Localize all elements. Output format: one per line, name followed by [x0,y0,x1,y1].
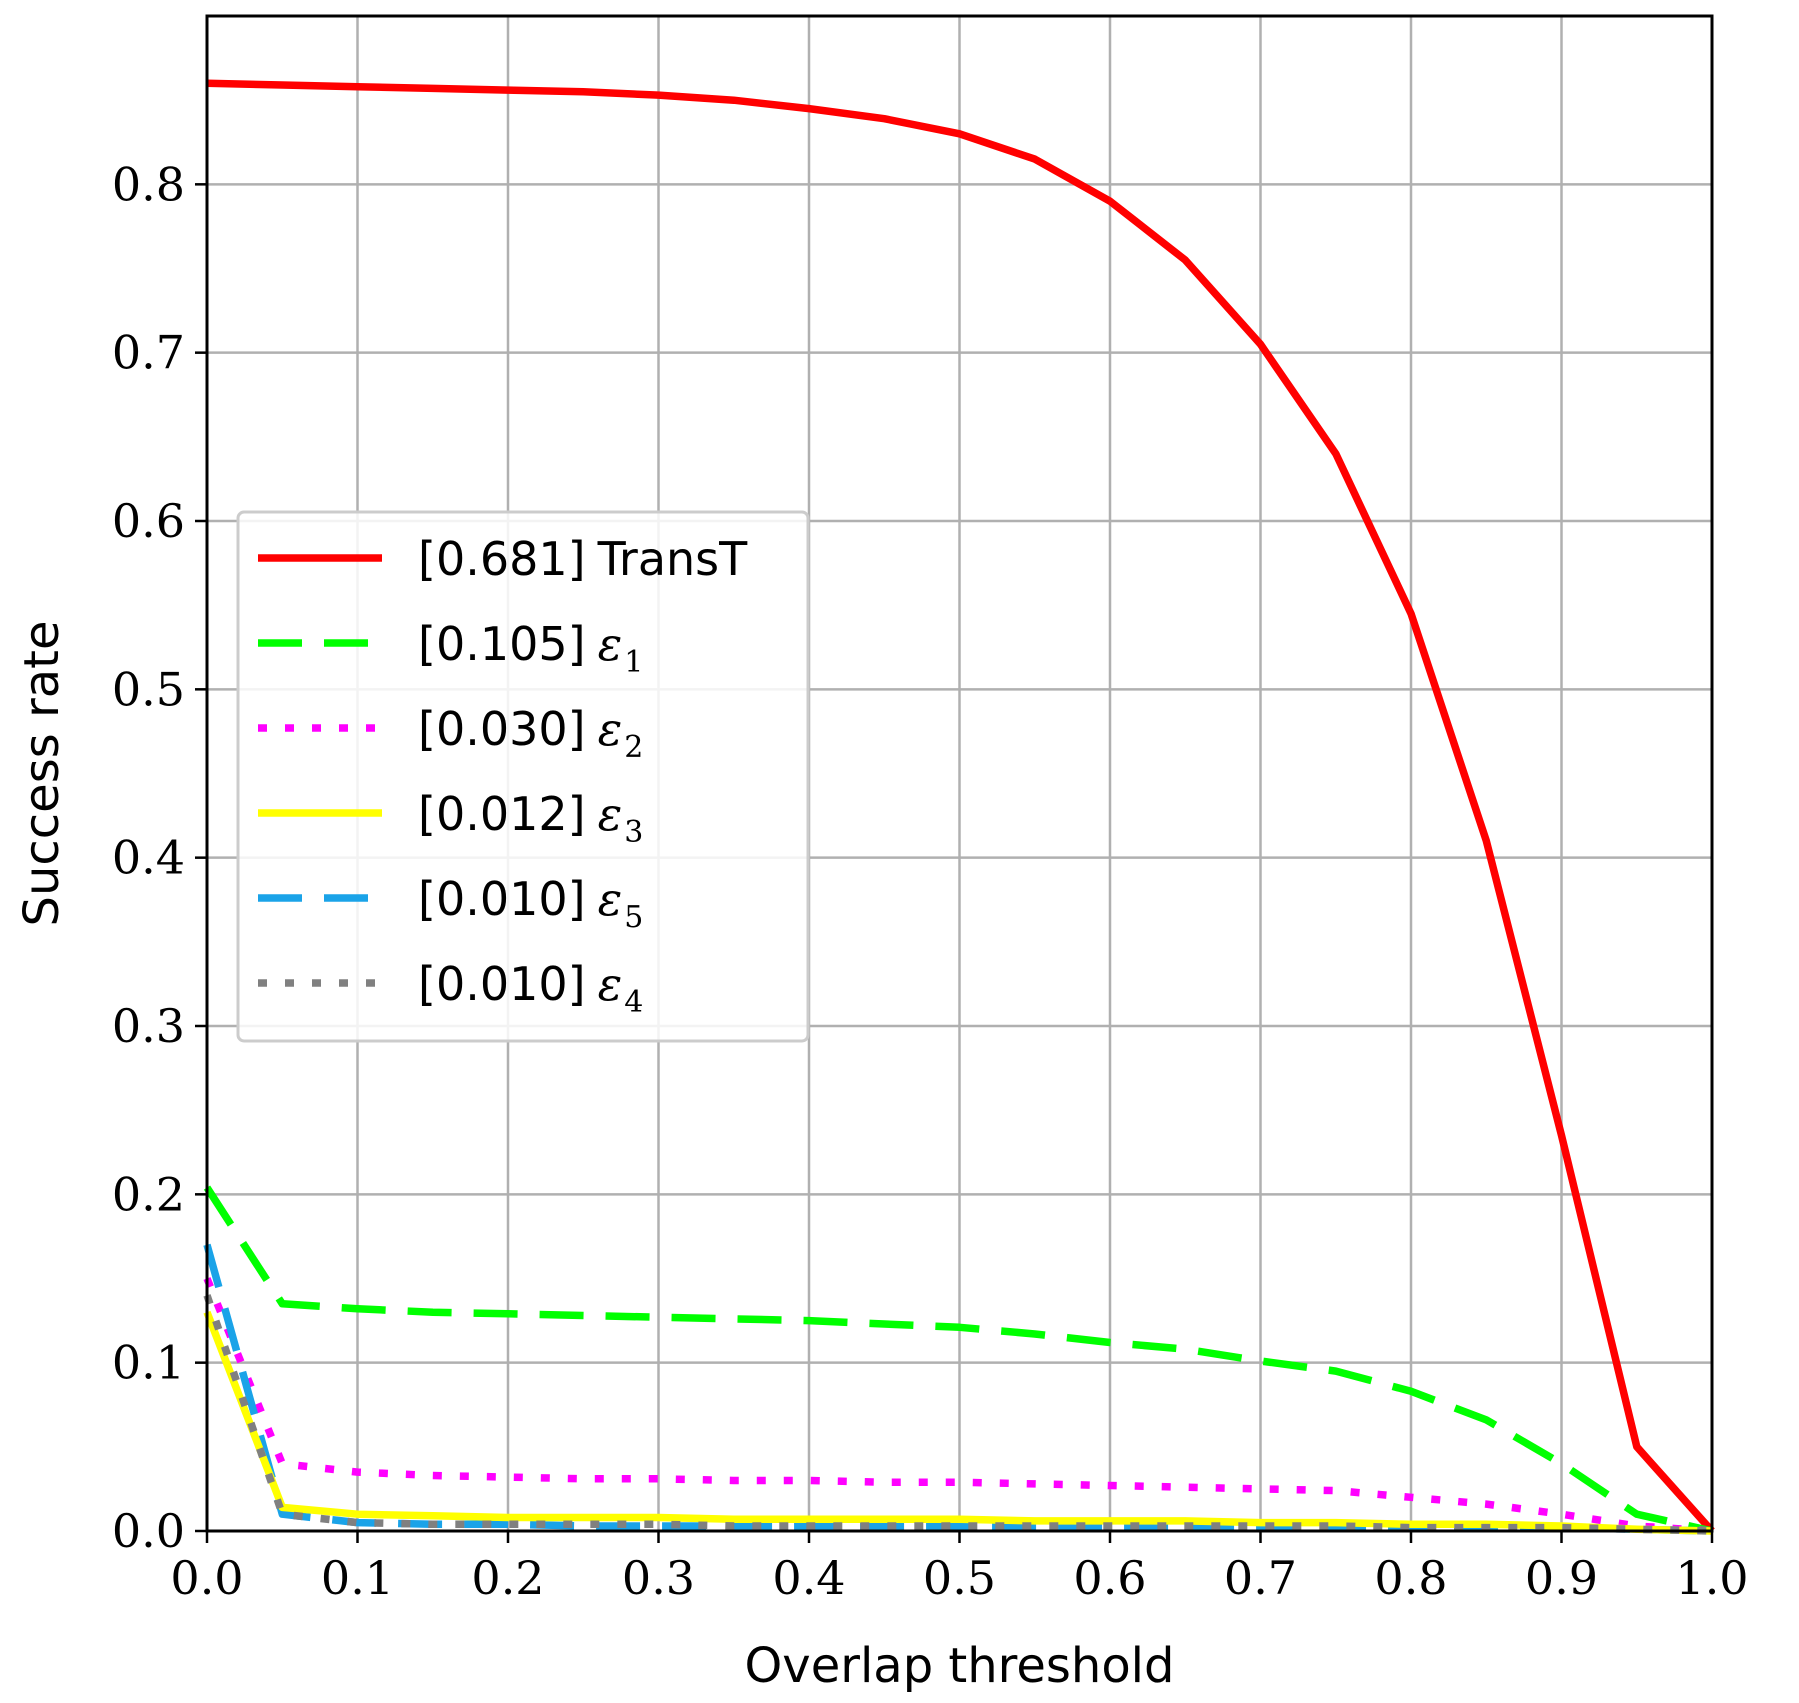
y-axis-ticks: 0.0 0.1 0.2 0.3 0.4 0.5 0.6 0.7 0.8 [112,157,207,1558]
legend-name: ε [598,702,623,756]
y-tick-label: 0.5 [112,662,185,716]
x-tick-label: 0.5 [923,1551,996,1605]
y-tick-label: 0.7 [112,326,185,380]
series-line-3 [203,1277,1713,1535]
legend-value: [0.010] [418,872,586,926]
y-tick-label: 0.1 [112,1336,185,1390]
legend-name: ε [598,617,623,671]
x-tick-label: 0.6 [1073,1551,1146,1605]
y-tick-label: 0.0 [112,1504,185,1558]
legend-label-1: [0.681] TransT [418,532,748,586]
y-tick-label: 0.6 [112,494,185,548]
legend-name: ε [598,872,623,926]
x-tick-label: 0.8 [1374,1551,1447,1605]
legend-name: TransT [597,532,749,586]
legend-label-2: [0.105] ε1 [418,617,643,680]
y-tick-label: 0.8 [112,157,185,211]
series-line-1 [206,79,1715,1534]
legend-label-5: [0.010] ε5 [418,872,643,935]
y-tick-label: 0.4 [112,831,185,885]
x-tick-label: 1.0 [1675,1551,1748,1605]
x-tick-label: 0.9 [1525,1551,1598,1605]
x-axis-ticks: 0.0 0.1 0.2 0.3 0.4 0.5 0.6 0.7 0.8 0.9 1.0 [170,1531,1749,1605]
legend-label-4: [0.012] ε3 [418,787,643,850]
legend-value: [0.105] [418,617,586,671]
legend-name: ε [598,787,623,841]
series-line-6 [203,1294,1713,1535]
y-axis-label: Success rate [14,621,70,927]
legend-value: [0.030] [418,702,586,756]
legend-subscript: 5 [624,900,643,935]
x-axis-label: Overlap threshold [745,1638,1175,1694]
legend-name: ε [598,957,623,1011]
legend-label-3: [0.030] ε2 [418,702,643,765]
x-tick-label: 0.7 [1224,1551,1297,1605]
y-tick-label: 0.2 [112,1167,185,1221]
legend-value: [0.012] [418,787,586,841]
legend-subscript: 1 [624,645,643,680]
legend-label-6: [0.010] ε4 [418,957,643,1020]
x-tick-label: 0.2 [471,1551,544,1605]
legend-box [236,510,810,1043]
legend: [0.681] TransT[0.105] ε1[0.030] ε2[0.012] ε3… [236,510,810,1043]
x-tick-label: 0.1 [321,1551,394,1605]
x-tick-label: 0.3 [622,1551,695,1605]
x-tick-label: 0.4 [772,1551,845,1605]
series-line-2 [203,1185,1713,1535]
y-tick-label: 0.3 [112,999,185,1053]
series-lines [203,79,1715,1535]
legend-subscript: 2 [624,730,643,765]
legend-value: [0.010] [418,957,586,1011]
legend-subscript: 4 [624,985,643,1020]
x-tick-label: 0.0 [170,1551,243,1605]
legend-subscript: 3 [624,815,643,850]
legend-value: [0.681] [418,532,586,586]
